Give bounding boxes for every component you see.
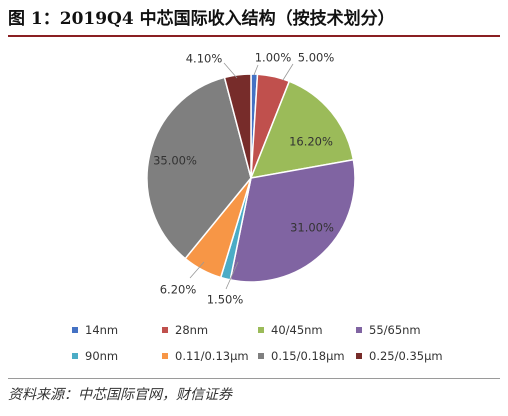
legend-item: 55/65nm — [356, 321, 421, 339]
legend-item: 0.11/0.13μm — [162, 347, 249, 365]
legend-label: 28nm — [175, 323, 209, 337]
legend-swatch — [356, 327, 362, 333]
leader-line — [225, 261, 239, 290]
legend-item: 90nm — [72, 347, 118, 365]
pie-slices — [146, 73, 356, 283]
legend-label: 90nm — [85, 349, 119, 363]
legend-swatch — [162, 327, 168, 333]
legend-label: 0.11/0.13μm — [175, 349, 249, 363]
legend-swatch — [258, 353, 264, 359]
pie-slice-0-25-0-35-m — [223, 73, 252, 179]
pie-slice-40-45nm — [249, 80, 355, 179]
leader-line — [253, 64, 259, 76]
leader-lines — [189, 62, 294, 290]
legend-swatch — [356, 353, 362, 359]
data-label: 35.00% — [153, 154, 197, 168]
legend-swatch — [162, 353, 168, 359]
legend-swatch — [258, 327, 264, 333]
legend-label: 0.25/0.35μm — [369, 349, 443, 363]
legend-label: 55/65nm — [369, 323, 421, 337]
legend-item: 0.25/0.35μm — [356, 347, 443, 365]
source-note: 资料来源：中芯国际官网，财信证券 — [8, 387, 232, 403]
legend: 14nm 28nm 40/45nm 55/65nm 90nm 0.11/0.13μm 0.1… — [72, 321, 452, 369]
legend-item: 40/45nm — [258, 321, 323, 339]
data-label: 31.00% — [290, 221, 334, 235]
title-rule — [8, 35, 500, 37]
pie-chart: 1.00% 5.00% 16.20% 31.00% 1.50% 6.20% 35.00% 4.… — [146, 51, 356, 307]
data-label: 16.20% — [289, 135, 333, 149]
data-label: 1.00% — [255, 51, 292, 65]
data-label: 6.20% — [160, 283, 197, 297]
legend-label: 40/45nm — [271, 323, 323, 337]
chart-title: 图 1：2019Q4 中芯国际收入结构（按技术划分） — [8, 9, 395, 29]
source-rule — [8, 378, 500, 379]
legend-item: 14nm — [72, 321, 118, 339]
data-label: 4.10% — [186, 52, 223, 66]
pie-slice-0-15-0-18-m — [146, 76, 252, 260]
legend-swatch — [72, 327, 78, 333]
leader-line — [189, 261, 205, 279]
data-labels: 1.00% 5.00% 16.20% 31.00% 1.50% 6.20% 35.00% 4.… — [153, 51, 334, 307]
leader-line — [223, 62, 238, 79]
legend-item: 0.15/0.18μm — [258, 347, 345, 365]
data-label: 5.00% — [298, 51, 335, 65]
leader-line — [282, 63, 294, 81]
legend-label: 14nm — [85, 323, 119, 337]
pie-slice-55-65nm — [229, 158, 356, 283]
legend-item: 28nm — [162, 321, 208, 339]
legend-swatch — [72, 353, 78, 359]
data-label: 1.50% — [207, 293, 244, 307]
legend-label: 0.15/0.18μm — [271, 349, 345, 363]
